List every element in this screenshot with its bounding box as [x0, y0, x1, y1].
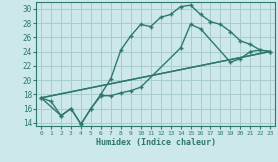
X-axis label: Humidex (Indice chaleur): Humidex (Indice chaleur) — [96, 138, 216, 147]
